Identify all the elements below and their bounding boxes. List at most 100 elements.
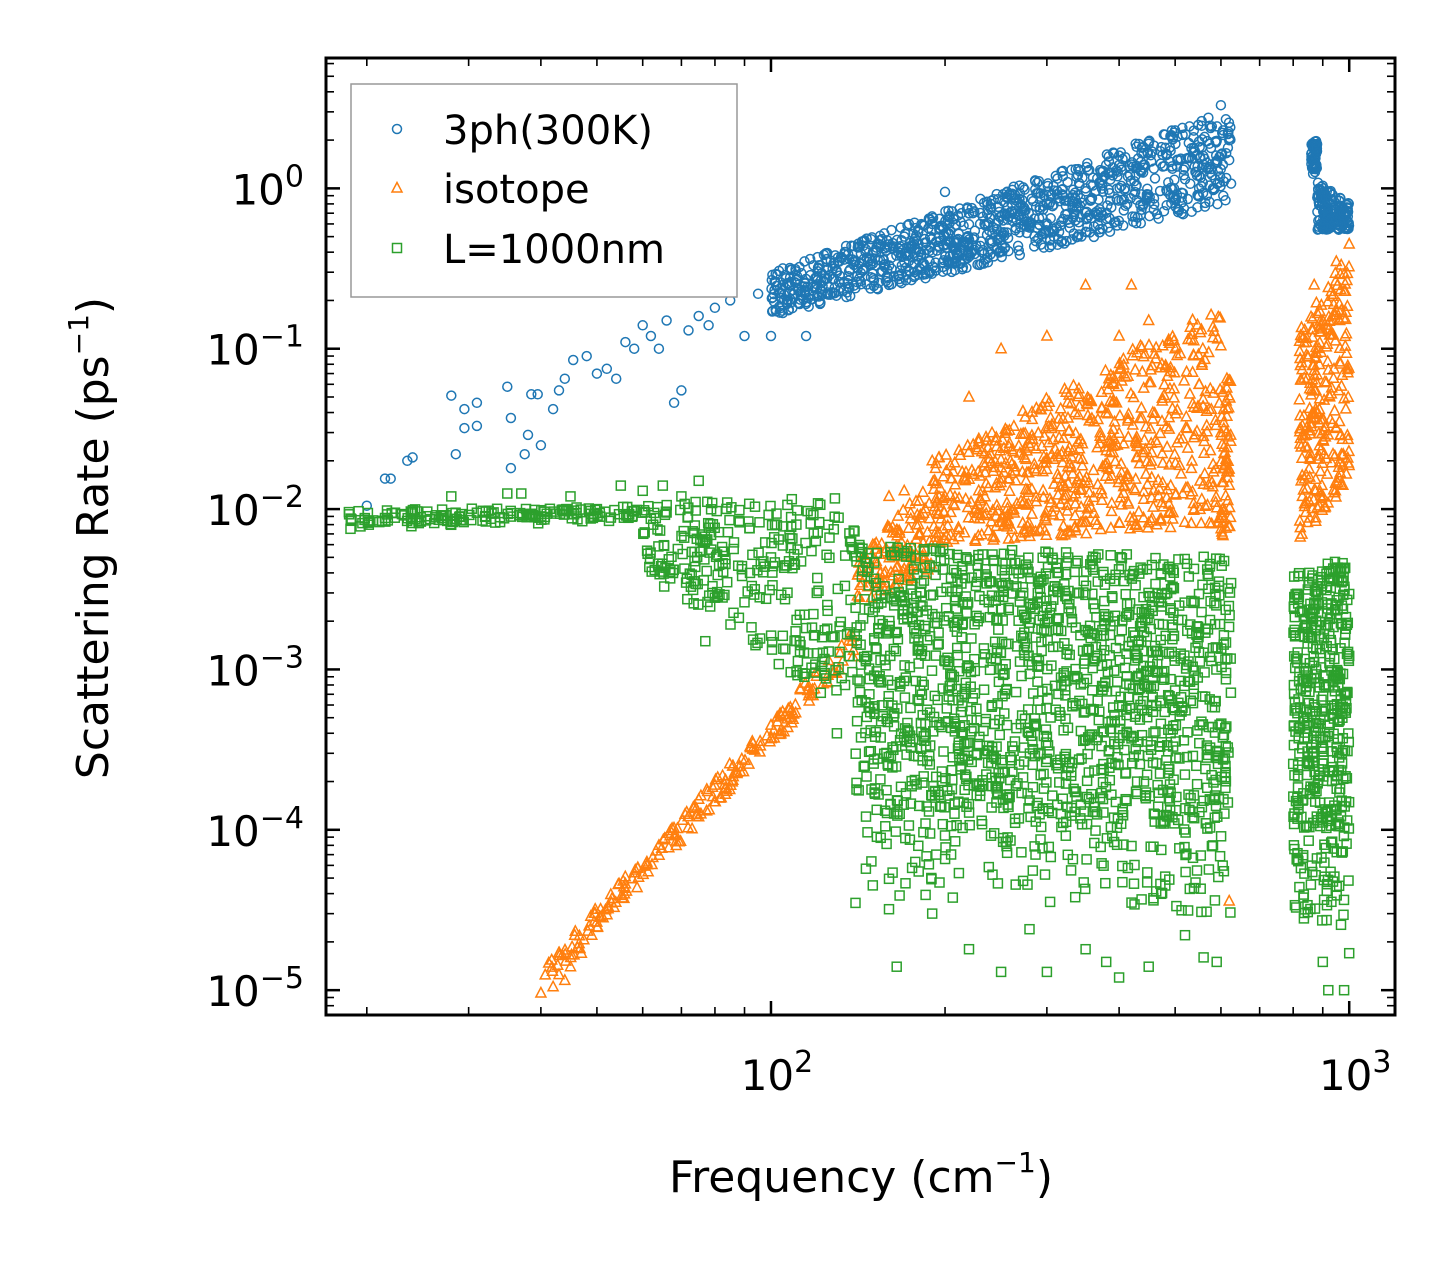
data-point xyxy=(1091,630,1103,641)
data-point xyxy=(753,734,767,746)
data-point xyxy=(1005,835,1016,846)
data-point xyxy=(1163,793,1175,804)
data-point xyxy=(952,210,964,221)
data-point xyxy=(655,841,668,853)
data-point xyxy=(953,695,964,706)
data-point xyxy=(1225,687,1237,698)
data-point xyxy=(1033,747,1044,759)
data-point xyxy=(662,840,676,853)
data-point xyxy=(1302,349,1315,362)
data-point xyxy=(1161,369,1174,382)
data-point xyxy=(865,259,876,271)
data-point xyxy=(1222,461,1235,473)
data-point xyxy=(505,462,517,474)
data-point xyxy=(1205,163,1217,175)
data-point xyxy=(677,548,688,560)
data-point xyxy=(1180,866,1191,878)
data-point xyxy=(1149,173,1161,184)
data-point xyxy=(1185,461,1198,474)
data-point xyxy=(1022,496,1035,509)
data-point xyxy=(1138,591,1149,603)
data-point xyxy=(1108,217,1120,228)
data-point xyxy=(984,611,996,623)
data-point xyxy=(1168,567,1180,578)
data-point xyxy=(1118,472,1131,485)
data-point xyxy=(802,505,813,517)
data-point xyxy=(1081,408,1095,421)
data-point xyxy=(1158,129,1170,140)
data-point xyxy=(1037,449,1051,462)
data-point xyxy=(706,789,720,802)
data-point xyxy=(895,250,907,261)
data-point xyxy=(402,455,413,467)
data-point xyxy=(1117,486,1130,499)
data-point xyxy=(719,780,733,793)
data-point xyxy=(1214,719,1225,731)
data-point xyxy=(1048,441,1062,454)
data-point xyxy=(1135,562,1146,573)
data-point xyxy=(1056,166,1067,177)
data-point xyxy=(1200,418,1213,431)
data-point xyxy=(1079,806,1090,817)
data-point xyxy=(1048,594,1059,605)
data-point xyxy=(1115,551,1126,563)
data-point xyxy=(1126,897,1137,908)
data-point xyxy=(1105,174,1116,185)
data-point xyxy=(926,873,937,885)
data-point xyxy=(1126,348,1139,361)
data-point xyxy=(1036,229,1048,240)
data-point xyxy=(1216,560,1227,571)
data-point xyxy=(1311,143,1323,154)
data-point xyxy=(688,798,701,811)
data-point xyxy=(1128,483,1142,496)
data-point xyxy=(1175,675,1186,687)
data-point xyxy=(1057,170,1069,182)
data-point xyxy=(953,867,965,879)
data-point xyxy=(568,509,580,520)
data-point xyxy=(800,622,812,634)
data-point xyxy=(857,264,868,276)
data-point xyxy=(808,528,820,539)
data-point xyxy=(1080,506,1094,519)
data-point xyxy=(1142,313,1155,326)
data-point xyxy=(851,556,862,567)
data-point xyxy=(1333,414,1346,427)
data-point xyxy=(1034,809,1045,820)
data-point xyxy=(1220,172,1232,184)
data-point xyxy=(953,665,965,677)
data-point xyxy=(1035,239,1047,250)
data-point xyxy=(1030,720,1041,732)
data-point xyxy=(735,751,749,764)
data-point xyxy=(913,840,924,852)
data-point xyxy=(984,212,995,224)
data-point xyxy=(1184,320,1197,332)
data-point xyxy=(1074,515,1088,528)
data-point xyxy=(557,504,569,515)
data-point xyxy=(977,211,989,222)
data-point xyxy=(1189,161,1200,172)
data-point xyxy=(931,245,943,256)
data-point xyxy=(1319,451,1333,464)
data-point xyxy=(1180,364,1193,377)
data-point xyxy=(803,301,814,312)
data-point xyxy=(1040,462,1054,475)
data-point xyxy=(842,277,853,289)
data-point xyxy=(979,476,993,489)
data-point xyxy=(1294,473,1308,486)
data-point xyxy=(1067,378,1080,391)
data-point xyxy=(937,531,951,544)
data-point xyxy=(821,623,833,634)
data-point xyxy=(1126,840,1137,852)
data-point xyxy=(1199,691,1211,702)
data-point xyxy=(875,677,887,688)
data-point xyxy=(957,822,968,834)
data-point xyxy=(765,730,778,743)
data-point xyxy=(738,753,752,766)
data-point xyxy=(1196,801,1208,813)
data-point xyxy=(957,597,969,608)
data-point xyxy=(702,802,716,815)
data-point xyxy=(926,789,937,801)
data-point xyxy=(1216,643,1227,654)
data-point xyxy=(1138,776,1150,787)
data-point xyxy=(1138,678,1150,690)
